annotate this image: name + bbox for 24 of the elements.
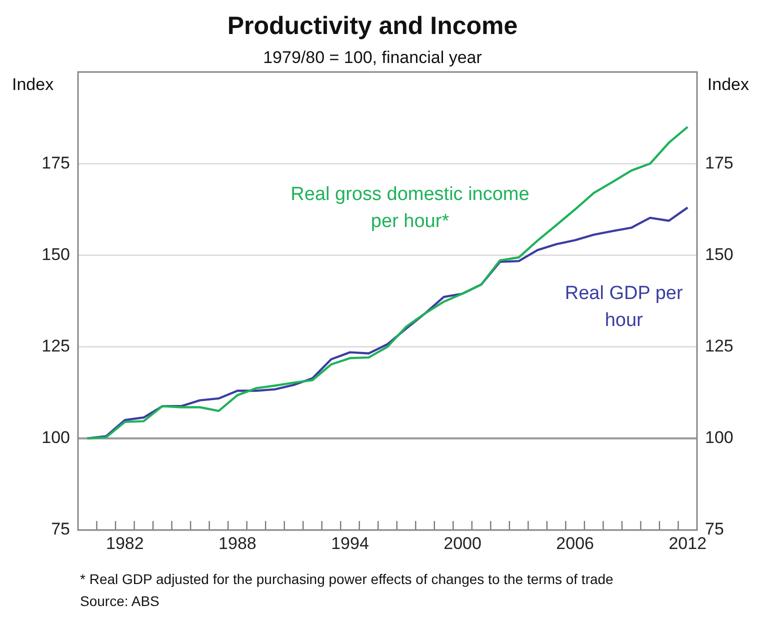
y-tick-label: 75: [51, 520, 70, 539]
x-tick-label: 2000: [444, 534, 482, 553]
y2-tick-label: 175: [705, 153, 734, 172]
x-tick-label: 1994: [331, 534, 369, 553]
y-tick-label: 100: [42, 428, 70, 448]
y2-tick-label: 125: [705, 336, 734, 356]
text: Real GDP per hour: [564, 283, 684, 332]
y-tick-label: 175: [42, 153, 70, 172]
x-tick-label: 2006: [556, 534, 594, 553]
x-tick-label: 1988: [218, 534, 256, 553]
y-tick-label: 150: [42, 244, 70, 264]
y2-tick-label: 150: [705, 244, 734, 264]
x-tick-label: 1982: [106, 534, 144, 553]
y2-tick-label: 100: [705, 428, 734, 448]
y2-tick-label: 75: [705, 520, 724, 539]
text: * Real GDP adjusted for the purchasing power effects of changes to the terms of trade: [80, 570, 614, 588]
series-label: Real gross domestic income per hour*: [290, 184, 530, 232]
chart-subtitle: 1979/80 = 100, financial year: [263, 48, 482, 67]
y-tick-label: 125: [42, 336, 70, 356]
source-note: Source: ABS: [80, 592, 160, 610]
x-tick-label: 2012: [668, 534, 707, 553]
chart-title: Productivity and Income: [227, 12, 518, 40]
y2-axis-title: Index: [707, 75, 750, 94]
y-axis-title: Index: [12, 75, 54, 94]
